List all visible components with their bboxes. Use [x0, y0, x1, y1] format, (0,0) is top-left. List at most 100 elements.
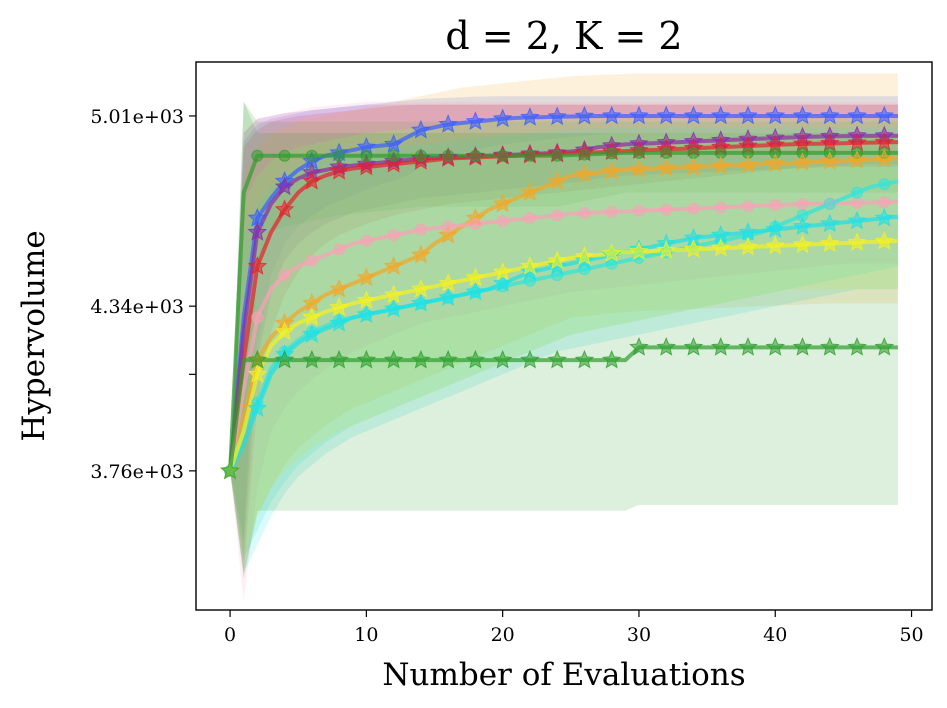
marker-series-4-x34	[687, 146, 700, 159]
marker-series-3-x12	[383, 153, 404, 173]
marker-series-5-x38	[738, 154, 758, 174]
marker-series-6-x28	[605, 205, 618, 218]
marker-series-3-x8	[329, 161, 349, 180]
y-tick-label-3: 4.34e+03	[90, 296, 184, 318]
marker-series-9-x24	[547, 250, 567, 270]
marker-series-9-x32	[656, 240, 677, 259]
marker-series-1-x44	[819, 105, 840, 125]
marker-series-9-x36	[710, 237, 731, 257]
marker-series-2-x4	[274, 176, 295, 196]
marker-series-1-x18	[465, 111, 486, 130]
marker-series-3-x2	[247, 256, 268, 275]
marker-series-6-x48	[878, 196, 891, 209]
marker-series-4-x4	[278, 149, 291, 162]
marker-series-6-x6	[305, 254, 318, 267]
marker-series-1-x22	[520, 107, 540, 126]
marker-series-1-x30	[629, 105, 649, 125]
marker-series-5-x46	[847, 149, 867, 169]
marker-series-6-x22	[523, 212, 536, 225]
marker-series-1-x32	[656, 105, 677, 125]
x-axis-label: Number of Evaluations	[382, 657, 745, 693]
chart-title: d = 2, K = 2	[445, 14, 682, 58]
marker-series-1-x34	[683, 105, 704, 125]
marker-series-10-x18	[465, 349, 486, 369]
marker-series-5-x34	[683, 156, 704, 176]
marker-series-4-x18	[469, 149, 482, 162]
marker-series-6-x12	[387, 229, 400, 242]
marker-series-1-x40	[765, 105, 786, 125]
marker-series-6-x18	[469, 217, 482, 230]
marker-series-1-x42	[792, 105, 813, 125]
marker-series-4-x8	[333, 149, 346, 162]
marker-series-8-x8	[329, 312, 349, 332]
marker-series-1-x12	[383, 134, 404, 153]
marker-series-5-x8	[329, 278, 349, 298]
marker-series-5-x30	[629, 159, 649, 178]
marker-series-10-x0	[220, 460, 240, 480]
marker-series-8-x18	[465, 281, 486, 301]
marker-series-4-x26	[578, 148, 591, 161]
marker-series-8-x40	[765, 219, 786, 238]
marker-series-4-x20	[496, 149, 509, 162]
marker-series-5-x20	[492, 193, 513, 213]
band-series-7	[230, 118, 898, 559]
marker-series-10-x44	[819, 337, 840, 356]
marker-series-9-x42	[792, 234, 813, 254]
marker-series-8-x16	[438, 287, 458, 307]
marker-series-5-x28	[601, 161, 622, 180]
marker-series-4-x24	[551, 149, 564, 162]
marker-series-1-x20	[492, 108, 513, 128]
marker-series-9-x46	[847, 232, 867, 251]
marker-series-10-x42	[792, 337, 813, 356]
marker-series-4-x12	[387, 149, 400, 162]
marker-series-6-x36	[714, 201, 727, 214]
marker-series-4-x22	[523, 149, 536, 162]
y-tick-label-4: 5.01e+03	[90, 106, 184, 128]
marker-series-6-x8	[333, 243, 346, 256]
band-series-5	[230, 73, 898, 574]
x-tick-label-0: 0	[224, 624, 236, 646]
marker-series-5-x48	[874, 148, 895, 168]
marker-series-9-x22	[520, 256, 540, 275]
marker-series-5-x26	[574, 163, 595, 183]
marker-series-6-x26	[578, 207, 591, 220]
marker-series-10-x4	[274, 349, 295, 369]
marker-series-8-x44	[819, 213, 840, 233]
marker-series-10-x24	[547, 349, 567, 369]
marker-series-9-x20	[492, 261, 513, 281]
marker-series-9-x16	[438, 273, 458, 292]
band-series-9	[230, 118, 898, 559]
marker-series-6-x2	[251, 311, 264, 324]
marker-series-10-x6	[302, 349, 322, 369]
marker-series-5-x36	[710, 155, 731, 175]
marker-series-9-x38	[738, 236, 758, 256]
marker-series-1-x14	[411, 119, 431, 139]
x-tick-label-30: 30	[627, 624, 651, 646]
marker-series-10-x2	[247, 349, 268, 369]
marker-series-8-x2	[247, 398, 268, 417]
marker-series-6-x40	[769, 199, 782, 212]
marker-series-4-x6	[305, 149, 318, 162]
y-axis: 3.76e+03 4.34e+03 5.01e+03	[90, 106, 196, 483]
marker-series-6-x4	[278, 268, 291, 281]
marker-series-10-x32	[656, 337, 677, 356]
band-series-10	[230, 101, 898, 579]
marker-series-10-x34	[683, 337, 704, 356]
marker-series-10-x30	[629, 337, 649, 356]
marker-series-2-x2	[247, 222, 268, 241]
marker-series-3-x6	[302, 170, 322, 190]
marker-series-6-x46	[851, 196, 864, 209]
x-tick-label-20: 20	[491, 624, 515, 646]
marker-series-9-x28	[601, 243, 622, 262]
marker-series-8-x20	[492, 273, 513, 292]
marker-series-5-x32	[656, 157, 677, 177]
marker-series-8-x6	[302, 324, 322, 343]
marker-series-10-x16	[438, 349, 458, 369]
marker-series-9-x8	[329, 297, 349, 316]
marker-series-1-x16	[438, 114, 458, 133]
marker-series-10-x28	[601, 349, 622, 369]
marker-series-10-x36	[710, 337, 731, 356]
marker-series-6-x38	[742, 200, 754, 213]
x-tick-label-40: 40	[763, 624, 787, 646]
